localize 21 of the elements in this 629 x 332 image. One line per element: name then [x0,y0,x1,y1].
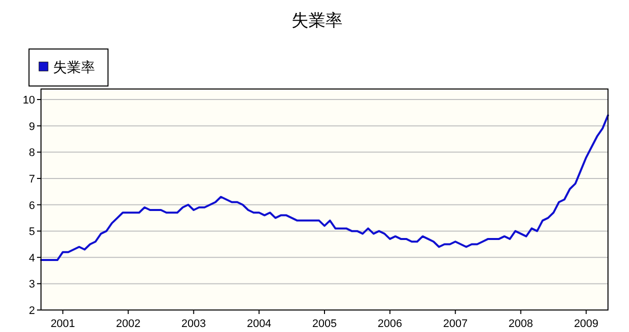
x-tick-label: 2007 [443,318,468,330]
x-tick-label: 2005 [312,318,337,330]
y-tick-label: 4 [28,252,35,264]
y-tick-label: 2 [28,305,35,317]
line-series [40,114,609,262]
y-tick-label: 5 [28,226,35,238]
y-tick-label: 3 [28,278,35,291]
x-tick-label: 2008 [508,318,534,330]
y-tick-label: 6 [28,200,35,212]
x-tick-label: 2002 [116,318,140,330]
x-tick-label: 2001 [50,318,76,330]
legend-label: 失業率 [53,59,95,75]
chart-title: 失業率 [292,11,342,30]
x-tick-label: 2004 [246,318,272,330]
y-tick-label: 10 [22,94,35,107]
x-tick-label: 2006 [378,318,402,330]
x-tick-label: 2009 [574,318,598,330]
y-tick-label: 8 [28,147,35,160]
x-tick-label: 2003 [181,318,206,330]
y-tick-label: 7 [28,173,35,186]
y-tick-label: 9 [28,120,35,133]
